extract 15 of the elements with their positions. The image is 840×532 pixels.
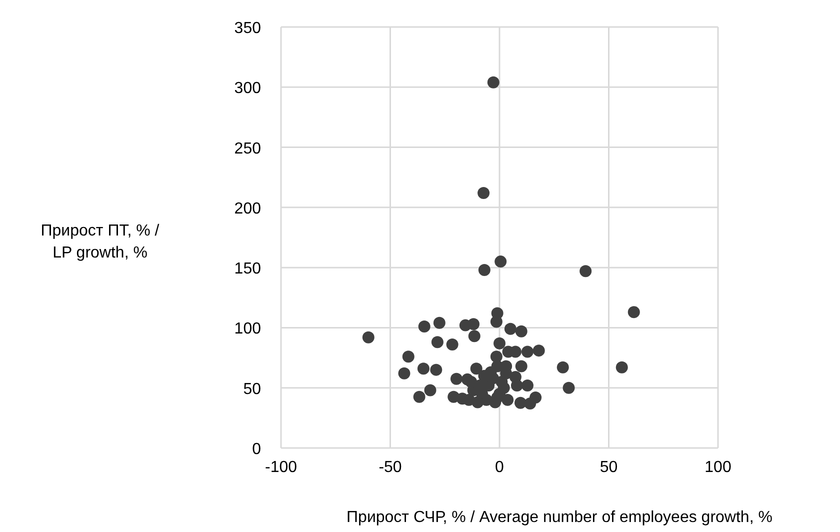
y-tick-label: 250 <box>234 140 262 158</box>
x-tick-label: -100 <box>264 459 298 476</box>
y-tick-label: 200 <box>234 200 262 218</box>
y-tick-label: 300 <box>234 80 262 98</box>
x-tick-label: -50 <box>378 459 402 476</box>
x-axis-title: Прирост СЧР, % / Average number of employees growth, % <box>346 509 772 526</box>
y-tick-label: 100 <box>234 320 262 338</box>
y-tick-label: 0 <box>252 441 262 458</box>
y-axis-title: Прирост ПТ, % / LP growth, % <box>40 222 160 262</box>
x-tick-label: 100 <box>704 459 732 476</box>
x-tick-label: 50 <box>600 459 618 476</box>
x-tick-label: 0 <box>495 459 504 476</box>
y-tick-label: 150 <box>234 260 262 278</box>
y-tick-label: 50 <box>243 380 262 398</box>
y-tick-label: 350 <box>234 20 262 37</box>
